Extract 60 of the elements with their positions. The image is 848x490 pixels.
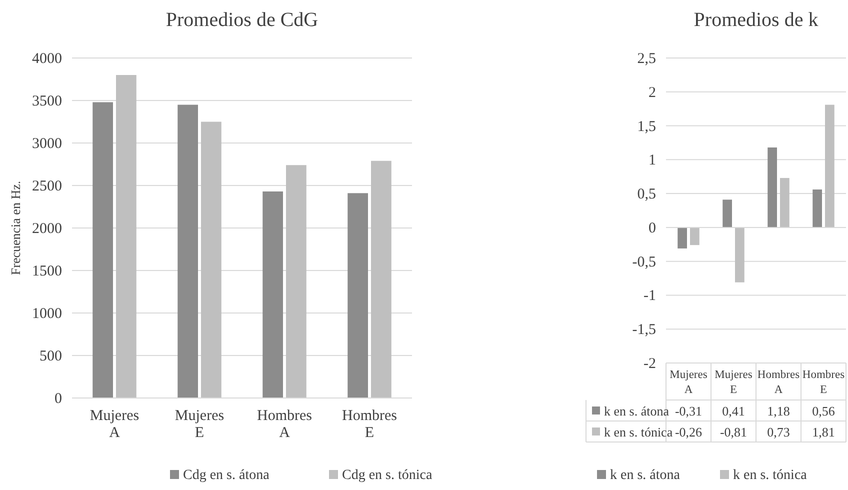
chart-title: Promedios de CdG	[166, 9, 318, 31]
data-label: 1,18	[767, 404, 790, 418]
bar	[348, 193, 368, 398]
bar	[812, 189, 822, 228]
bar	[286, 165, 306, 398]
data-label: -0,81	[720, 424, 748, 440]
y-tick-label: 4000	[32, 51, 62, 67]
y-tick-label: 3500	[32, 94, 62, 110]
bar	[825, 104, 834, 228]
x-tick-label: Hombres E	[342, 408, 398, 441]
data-label: 0,73	[767, 424, 790, 440]
bar	[780, 178, 790, 228]
y-tick-label: 3000	[32, 136, 62, 152]
y-tick-label: 0,5	[637, 186, 656, 203]
data-label: 1,81	[812, 424, 835, 440]
y-tick-label: 1500	[32, 264, 62, 280]
bar	[722, 200, 732, 228]
y-tick-label: -2	[644, 356, 656, 372]
y-tick-label: 2000	[32, 221, 62, 237]
y-tick-label: -1,5	[632, 322, 656, 338]
bar	[178, 104, 198, 398]
x-tick-label: Mujeres E	[174, 408, 224, 441]
y-tick-label: 2,5	[637, 51, 656, 67]
legend-label: k en s. átona	[604, 404, 670, 418]
y-tick-label: 1,5	[637, 118, 656, 135]
bar	[371, 160, 392, 398]
data-label: 0,41	[722, 404, 745, 418]
x-tick-label: Mujeres E	[714, 369, 753, 396]
bar	[690, 227, 700, 246]
y-tick-label: 0	[54, 391, 62, 407]
x-tick-label: Hombres A	[757, 369, 800, 396]
x-tick-label: Mujeres A	[670, 369, 708, 396]
x-tick-label: Hombres E	[802, 369, 846, 396]
y-tick-label: -0,5	[632, 254, 656, 270]
y-axis-title: Frecuencia en Hz.	[8, 180, 23, 276]
y-tick-label: 1	[648, 152, 656, 169]
data-label: -0,31	[674, 404, 702, 418]
bar	[262, 191, 283, 398]
x-tick-label: Hombres A	[257, 408, 312, 441]
y-tick-label: 2500	[32, 178, 62, 194]
y-tick-label: 500	[40, 348, 62, 364]
bar	[92, 102, 113, 398]
x-tick-label: Mujeres A	[90, 408, 140, 441]
legend-label: Cdg en s. tónica	[342, 468, 433, 483]
legend-label: k en s. tónica	[604, 424, 673, 440]
bar	[116, 75, 136, 398]
y-tick-label: 0	[648, 220, 656, 236]
bar	[678, 227, 687, 248]
y-tick-label: -1	[644, 288, 656, 304]
y-tick-label: 1000	[32, 306, 62, 322]
y-tick-label: 2	[648, 84, 656, 101]
text: k en s. átona	[610, 468, 680, 483]
text: k en s. tónica	[733, 468, 807, 483]
bar	[768, 147, 777, 228]
chart-title: Promedios de k	[694, 9, 818, 31]
bar	[735, 227, 744, 282]
bar	[201, 122, 222, 398]
data-label: -0,26	[674, 424, 703, 440]
data-label: 0,56	[812, 404, 836, 418]
legend-label: Cdg en s. átona	[183, 468, 270, 483]
